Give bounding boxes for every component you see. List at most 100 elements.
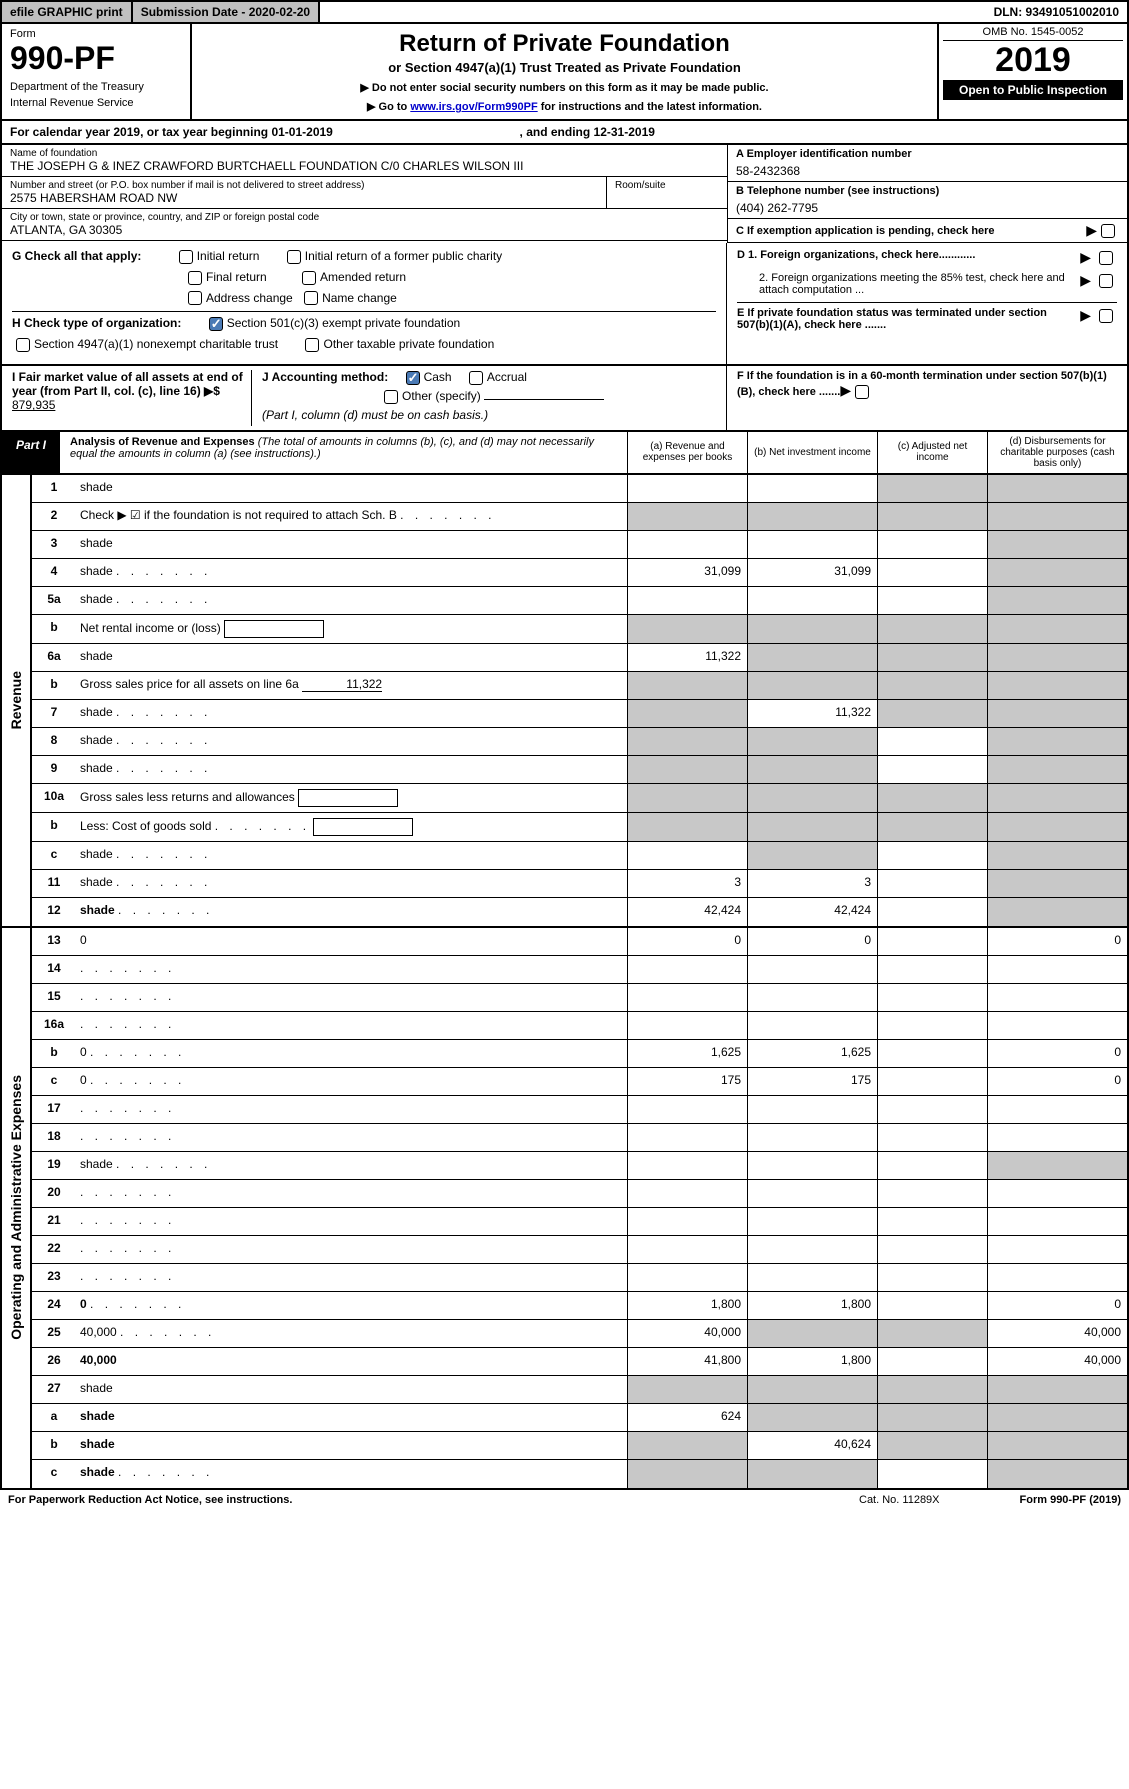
h-501c3-checkbox[interactable] bbox=[209, 317, 223, 331]
cell-b bbox=[747, 1320, 877, 1347]
g-initial-return-checkbox[interactable] bbox=[179, 250, 193, 264]
cell-a bbox=[627, 475, 747, 502]
cell-b bbox=[747, 615, 877, 643]
g-initial-former-checkbox[interactable] bbox=[287, 250, 301, 264]
page-footer: For Paperwork Reduction Act Notice, see … bbox=[0, 1490, 1129, 1510]
cell-b bbox=[747, 784, 877, 812]
row-number: 9 bbox=[32, 756, 76, 783]
row-description: . . . . . . . bbox=[76, 1096, 627, 1123]
cell-c bbox=[877, 531, 987, 558]
row-description: . . . . . . . bbox=[76, 1264, 627, 1291]
cell-b bbox=[747, 842, 877, 869]
g-amended-checkbox[interactable] bbox=[302, 271, 316, 285]
row-description: shade bbox=[76, 644, 627, 671]
row-number: a bbox=[32, 1404, 76, 1431]
table-row: 4shade . . . . . . .31,09931,099 bbox=[32, 559, 1127, 587]
cell-b bbox=[747, 984, 877, 1011]
row-description: shade . . . . . . . bbox=[76, 1460, 627, 1488]
cell-b bbox=[747, 1012, 877, 1039]
row-number: c bbox=[32, 842, 76, 869]
cell-a bbox=[627, 1236, 747, 1263]
cell-a: 11,322 bbox=[627, 644, 747, 671]
d2-checkbox[interactable] bbox=[1099, 274, 1113, 288]
table-row: bNet rental income or (loss) bbox=[32, 615, 1127, 644]
cell-d bbox=[987, 1432, 1127, 1459]
row-number: 12 bbox=[32, 898, 76, 926]
cell-d bbox=[987, 1460, 1127, 1488]
cell-a bbox=[627, 1152, 747, 1179]
row-description: shade bbox=[76, 1432, 627, 1459]
cell-c bbox=[877, 956, 987, 983]
row-number: 24 bbox=[32, 1292, 76, 1319]
j-note: (Part I, column (d) must be on cash basi… bbox=[262, 408, 716, 422]
cell-b bbox=[747, 672, 877, 699]
cell-d bbox=[987, 1012, 1127, 1039]
row-number: b bbox=[32, 615, 76, 643]
e-label: E If private foundation status was termi… bbox=[737, 307, 1080, 331]
c-checkbox[interactable] bbox=[1101, 224, 1115, 238]
row-number: 21 bbox=[32, 1208, 76, 1235]
row-description: shade . . . . . . . bbox=[76, 587, 627, 614]
row-description: shade bbox=[76, 475, 627, 502]
row-description: shade . . . . . . . bbox=[76, 728, 627, 755]
g-address-change-checkbox[interactable] bbox=[188, 291, 202, 305]
cell-b bbox=[747, 1460, 877, 1488]
row-number: 4 bbox=[32, 559, 76, 586]
cell-a bbox=[627, 984, 747, 1011]
efile-print-button[interactable]: efile GRAPHIC print bbox=[2, 2, 133, 22]
form990pf-link[interactable]: www.irs.gov/Form990PF bbox=[410, 101, 537, 113]
h-4947-checkbox[interactable] bbox=[16, 338, 30, 352]
cell-a: 1,625 bbox=[627, 1040, 747, 1067]
cell-d bbox=[987, 672, 1127, 699]
h-other-taxable-checkbox[interactable] bbox=[305, 338, 319, 352]
cell-d bbox=[987, 475, 1127, 502]
row-description: Gross sales price for all assets on line… bbox=[76, 672, 627, 699]
cell-b bbox=[747, 1404, 877, 1431]
cell-c bbox=[877, 1012, 987, 1039]
cell-c bbox=[877, 1432, 987, 1459]
g-final-return-checkbox[interactable] bbox=[188, 271, 202, 285]
row-number: 13 bbox=[32, 928, 76, 955]
g-name-change-checkbox[interactable] bbox=[304, 291, 318, 305]
cell-b bbox=[747, 956, 877, 983]
row-description: shade bbox=[76, 531, 627, 558]
cell-d bbox=[987, 1404, 1127, 1431]
section-g-d: G Check all that apply: Initial return I… bbox=[0, 243, 1129, 366]
part1-label: Part I bbox=[2, 432, 60, 473]
table-row: bshade40,624 bbox=[32, 1432, 1127, 1460]
cell-b bbox=[747, 728, 877, 755]
cell-b bbox=[747, 475, 877, 502]
i-fmv-value: 879,935 bbox=[12, 398, 55, 412]
j-accrual-checkbox[interactable] bbox=[469, 371, 483, 385]
row-number: b bbox=[32, 813, 76, 841]
row-number: c bbox=[32, 1068, 76, 1095]
dept-treasury: Department of the Treasury bbox=[10, 81, 182, 93]
row-description: Less: Cost of goods sold . . . . . . . bbox=[76, 813, 627, 841]
row-number: 15 bbox=[32, 984, 76, 1011]
cell-d: 0 bbox=[987, 928, 1127, 955]
cell-a bbox=[627, 813, 747, 841]
d1-checkbox[interactable] bbox=[1099, 251, 1113, 265]
row-description: 0 . . . . . . . bbox=[76, 1040, 627, 1067]
cell-d bbox=[987, 956, 1127, 983]
row-description: shade . . . . . . . bbox=[76, 870, 627, 897]
table-row: 17 . . . . . . . bbox=[32, 1096, 1127, 1124]
cell-a bbox=[627, 956, 747, 983]
row-number: 11 bbox=[32, 870, 76, 897]
cell-a: 624 bbox=[627, 1404, 747, 1431]
j-cash-checkbox[interactable] bbox=[406, 371, 420, 385]
cell-b: 1,800 bbox=[747, 1292, 877, 1319]
cell-c bbox=[877, 842, 987, 869]
cell-a bbox=[627, 842, 747, 869]
cell-b: 175 bbox=[747, 1068, 877, 1095]
f-checkbox[interactable] bbox=[855, 385, 869, 399]
row-description: . . . . . . . bbox=[76, 984, 627, 1011]
cell-c bbox=[877, 1180, 987, 1207]
row-number: 10a bbox=[32, 784, 76, 812]
row-number: 1 bbox=[32, 475, 76, 502]
cell-d bbox=[987, 1376, 1127, 1403]
table-row: 20 . . . . . . . bbox=[32, 1180, 1127, 1208]
j-other-checkbox[interactable] bbox=[384, 390, 398, 404]
e-checkbox[interactable] bbox=[1099, 309, 1113, 323]
row-description: . . . . . . . bbox=[76, 1124, 627, 1151]
